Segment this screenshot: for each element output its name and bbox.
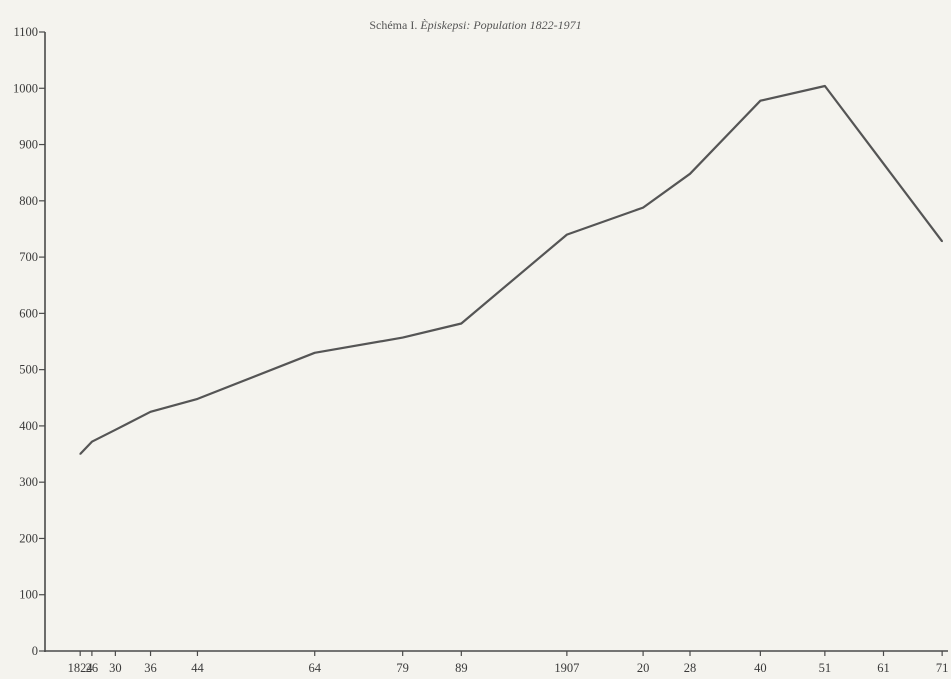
x-tick-label: 89 xyxy=(455,661,468,675)
data-point xyxy=(91,440,93,443)
data-point xyxy=(401,336,404,339)
y-tick-label: 800 xyxy=(19,194,38,208)
chart-title-prefix: Schéma I. xyxy=(369,18,418,32)
y-tick-label: 1100 xyxy=(13,25,38,39)
x-tick-label: 36 xyxy=(144,661,157,675)
data-point xyxy=(642,206,644,209)
y-tick-label: 1000 xyxy=(13,81,38,95)
x-tick-label: 79 xyxy=(396,661,409,675)
data-point xyxy=(460,322,463,325)
series-line xyxy=(79,84,943,455)
y-tick-label: 300 xyxy=(19,475,38,489)
y-tick-label: 500 xyxy=(19,363,38,377)
y-tick-label: 600 xyxy=(19,306,38,320)
x-tick-label: 64 xyxy=(308,661,321,675)
x-tick-label: 20 xyxy=(637,661,650,675)
x-tick-label: 51 xyxy=(819,661,832,675)
chart-title: Schéma I. Èpiskepsi: Population 1822-197… xyxy=(0,18,951,33)
data-point xyxy=(149,411,152,413)
data-point xyxy=(196,398,199,400)
x-tick-label: 26 xyxy=(86,661,99,675)
data-point xyxy=(566,233,568,236)
x-tick-label: 1824 xyxy=(68,661,94,675)
y-tick-label: 900 xyxy=(19,138,38,152)
data-point xyxy=(79,453,81,455)
x-tick-label: 40 xyxy=(754,661,767,675)
x-tick-label: 28 xyxy=(684,661,697,675)
y-tick-label: 100 xyxy=(19,588,38,602)
x-tick-label: 61 xyxy=(877,661,890,675)
data-point xyxy=(689,173,691,175)
x-tick-label: 44 xyxy=(191,661,204,675)
data-point xyxy=(313,351,316,354)
data-point xyxy=(114,429,117,431)
x-tick-label: 30 xyxy=(109,661,122,675)
x-tick-label: 1907 xyxy=(554,661,579,675)
data-point xyxy=(941,240,943,243)
x-tick-label: 71 xyxy=(936,661,949,675)
y-tick-label: 200 xyxy=(19,531,38,545)
data-point xyxy=(824,85,826,87)
y-tick-label: 400 xyxy=(19,419,38,433)
y-tick-label: 700 xyxy=(19,250,38,264)
data-point xyxy=(759,99,762,102)
chart-title-main: Èpiskepsi: Population 1822-1971 xyxy=(420,18,582,32)
y-tick-label: 0 xyxy=(32,644,38,658)
